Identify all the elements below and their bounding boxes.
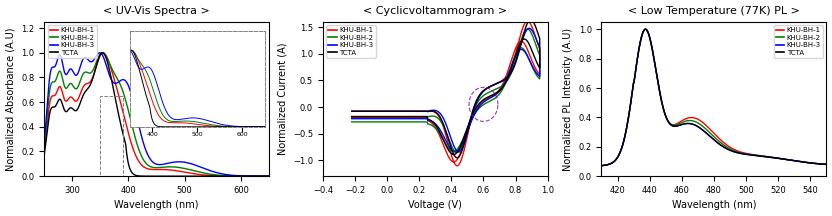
Title: < UV-Vis Spectra >: < UV-Vis Spectra > xyxy=(103,6,210,16)
Y-axis label: Normalized PL Intensity (A.U): Normalized PL Intensity (A.U) xyxy=(563,27,573,171)
Legend: KHU-BH-1, KHU-BH-2, KHU-BH-3, TCTA: KHU-BH-1, KHU-BH-2, KHU-BH-3, TCTA xyxy=(774,25,823,58)
Title: < Cyclicvoltammogram >: < Cyclicvoltammogram > xyxy=(364,6,508,16)
X-axis label: Wavelength (nm): Wavelength (nm) xyxy=(114,200,199,210)
Bar xyxy=(101,96,123,176)
Y-axis label: Normalized Absorbance (A.U): Normalized Absorbance (A.U) xyxy=(6,27,16,171)
Title: < Low Temperature (77K) PL >: < Low Temperature (77K) PL > xyxy=(628,6,800,16)
Legend: KHU-BH-1, KHU-BH-2, KHU-BH-3, TCTA: KHU-BH-1, KHU-BH-2, KHU-BH-3, TCTA xyxy=(47,25,97,58)
Y-axis label: Normalized Current (A): Normalized Current (A) xyxy=(277,43,287,155)
X-axis label: Voltage (V): Voltage (V) xyxy=(409,200,463,210)
X-axis label: Wavelength (nm): Wavelength (nm) xyxy=(671,200,756,210)
Legend: KHU-BH-1, KHU-BH-2, KHU-BH-3, TCTA: KHU-BH-1, KHU-BH-2, KHU-BH-3, TCTA xyxy=(326,25,376,58)
